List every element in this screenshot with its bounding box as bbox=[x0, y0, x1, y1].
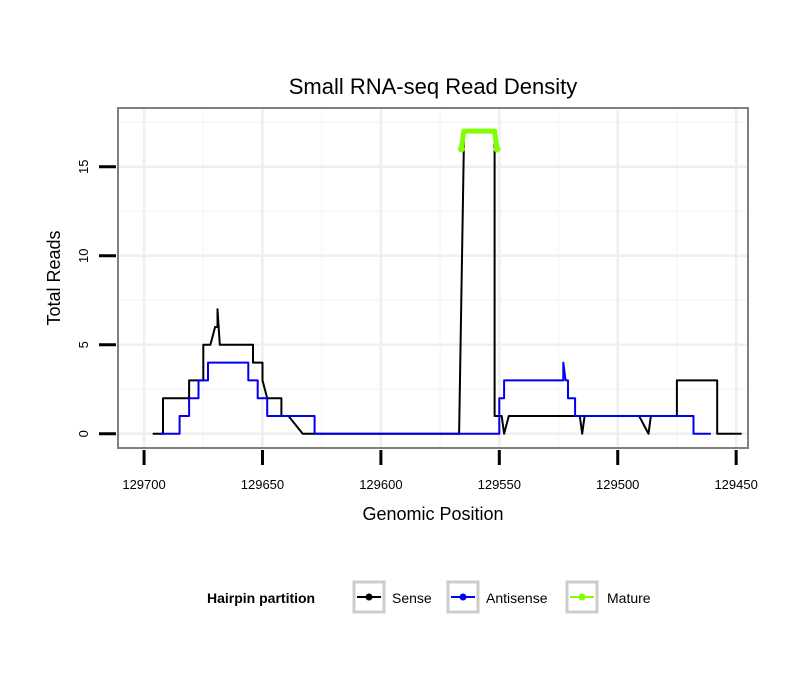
data-series bbox=[152, 128, 742, 435]
plot-border bbox=[117, 107, 749, 449]
plot-panel bbox=[118, 108, 748, 448]
legend-item-mature: Mature bbox=[565, 580, 651, 614]
series-point-mature bbox=[493, 145, 501, 153]
legend-point-mature bbox=[578, 593, 586, 601]
grid bbox=[118, 108, 748, 448]
y-tick-label: 5 bbox=[76, 341, 91, 348]
y-axis: 0 5 10 15 bbox=[76, 160, 116, 437]
series-line-antisense bbox=[159, 361, 712, 435]
legend-point-sense bbox=[365, 593, 373, 601]
x-tick-label: 129700 bbox=[122, 477, 165, 492]
x-tick-label: 129500 bbox=[596, 477, 639, 492]
legend-item-antisense: Antisense bbox=[446, 580, 548, 614]
legend-title: Hairpin partition bbox=[207, 590, 315, 606]
chart-title: Small RNA-seq Read Density bbox=[289, 74, 578, 99]
y-tick-label: 15 bbox=[76, 160, 91, 174]
x-axis: 129700 129650 129600 129550 129500 129450 bbox=[122, 450, 758, 492]
legend-item-sense: Sense bbox=[352, 580, 432, 614]
x-tick-label: 129600 bbox=[359, 477, 402, 492]
y-axis-title: Total Reads bbox=[44, 230, 64, 325]
legend: Hairpin partition Sense Antisense Mature bbox=[207, 580, 651, 614]
legend-label-sense: Sense bbox=[392, 590, 432, 606]
series-line-mature bbox=[458, 128, 500, 152]
legend-label-mature: Mature bbox=[607, 590, 651, 606]
y-tick-label: 0 bbox=[76, 430, 91, 437]
x-tick-label: 129550 bbox=[478, 477, 521, 492]
y-tick-label: 10 bbox=[76, 249, 91, 263]
series-point-mature bbox=[457, 145, 465, 153]
x-axis-title: Genomic Position bbox=[362, 504, 503, 524]
x-tick-label: 129450 bbox=[714, 477, 757, 492]
legend-label-antisense: Antisense bbox=[486, 590, 548, 606]
legend-point-antisense bbox=[459, 593, 467, 601]
x-tick-label: 129650 bbox=[241, 477, 284, 492]
